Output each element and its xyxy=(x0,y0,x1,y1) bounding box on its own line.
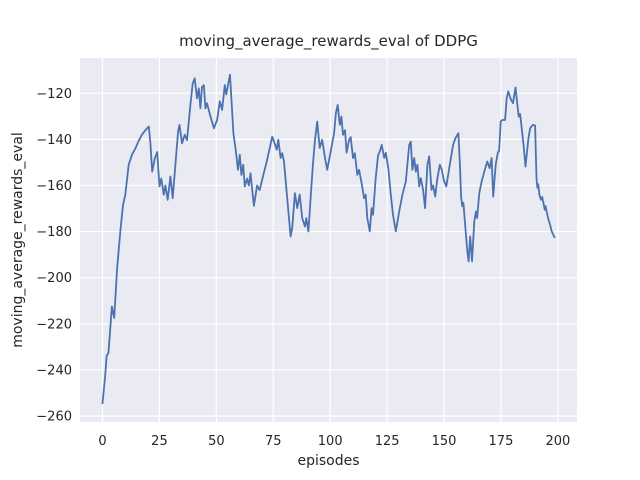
x-tick-label: 200 xyxy=(545,434,570,449)
axes-background xyxy=(80,58,577,422)
x-tick-label: 75 xyxy=(265,434,282,449)
y-tick-label: −200 xyxy=(36,271,72,286)
x-tick-label: 25 xyxy=(151,434,168,449)
tick-labels: 0 25 50 75 100 125 150 175 200 −120 −140 −160 −180 −2… xyxy=(36,87,570,449)
y-tick-label: −120 xyxy=(36,87,72,102)
x-tick-label: 0 xyxy=(98,434,106,449)
x-tick-label: 150 xyxy=(432,434,457,449)
y-tick-label: −260 xyxy=(36,410,72,425)
x-tick-label: 50 xyxy=(208,434,225,449)
reward-line xyxy=(101,73,556,405)
x-tick-label: 100 xyxy=(318,434,343,449)
y-tick-label: −220 xyxy=(36,317,72,332)
x-tick-label: 175 xyxy=(489,434,514,449)
chart-title: moving_average_rewards_eval of DDPG xyxy=(179,32,478,51)
y-tick-label: −180 xyxy=(36,225,72,240)
y-tick-label: −240 xyxy=(36,363,72,378)
y-tick-label: −140 xyxy=(36,133,72,148)
x-tick-label: 125 xyxy=(375,434,400,449)
x-axis-label: episodes xyxy=(297,453,359,469)
y-axis-label: moving_average_rewards_eval xyxy=(10,132,26,348)
plot-area xyxy=(80,58,577,422)
reward-line-group xyxy=(101,73,556,405)
y-tick-label: −160 xyxy=(36,179,72,194)
